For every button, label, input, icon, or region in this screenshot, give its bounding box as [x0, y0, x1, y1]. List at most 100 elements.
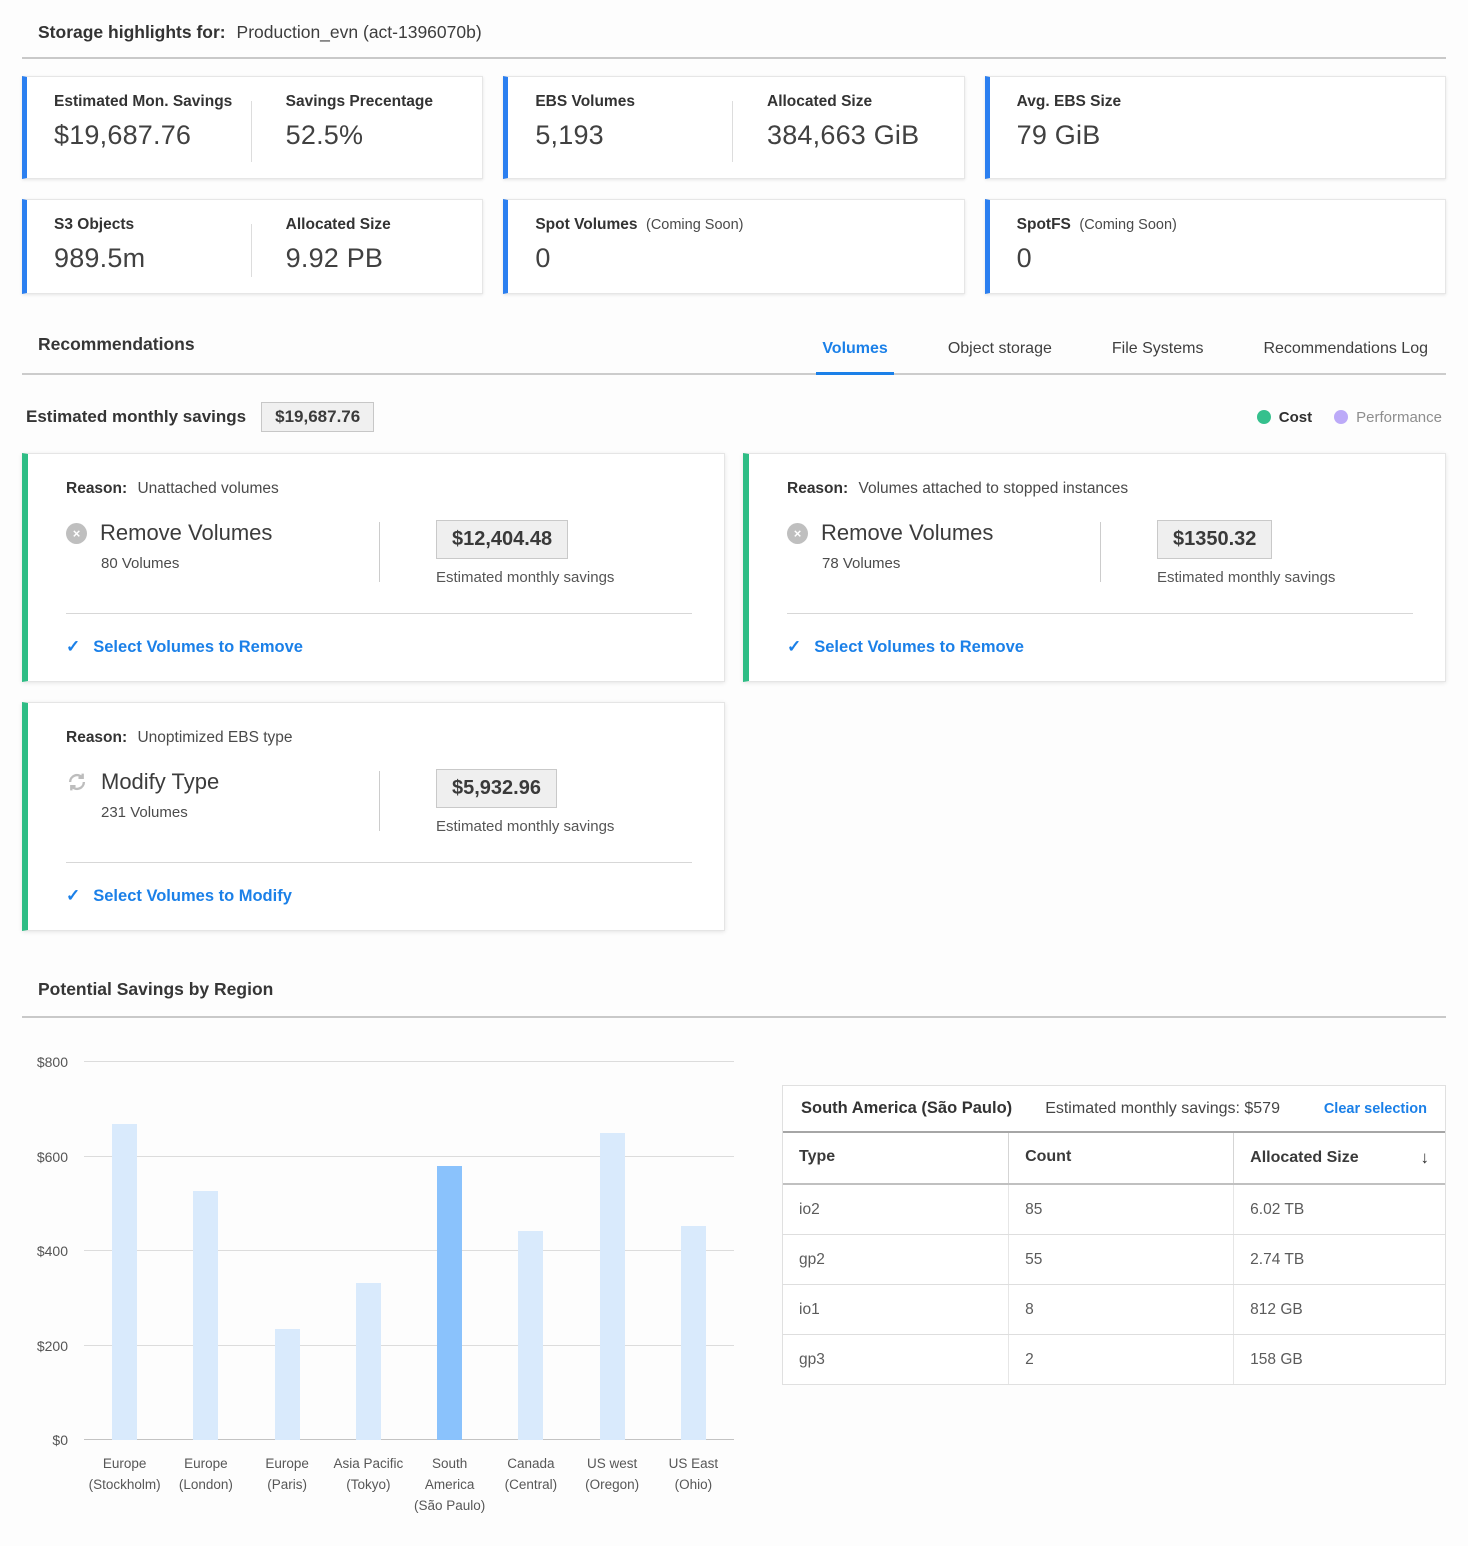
stat-ebs-volumes: EBS Volumes 5,193 — [508, 93, 732, 164]
x-axis-category-label: Asia Pacific (Tokyo) — [333, 1456, 404, 1492]
column-header-type[interactable]: Type — [799, 1148, 836, 1165]
stat-estimated-mon-savings: Estimated Mon. Savings $19,687.76 — [27, 93, 251, 164]
chart-bar[interactable] — [437, 1166, 463, 1440]
stat-value: 52.5% — [285, 120, 364, 150]
table-cell: 85 — [1008, 1185, 1233, 1234]
savings-caption: Estimated monthly savings — [436, 569, 615, 586]
column-header-allocated-size[interactable]: Allocated Size ↓ — [1233, 1133, 1445, 1183]
reason-label: Reason: — [787, 480, 849, 497]
action-title: Remove Volumes — [821, 520, 994, 545]
region-detail-table: South America (São Paulo) Estimated mont… — [782, 1085, 1446, 1385]
recommendations-header: Recommendations Volumes Object storage F… — [22, 334, 1446, 375]
table-cell: 158 GB — [1233, 1335, 1445, 1384]
clear-selection-link[interactable]: Clear selection — [1323, 1100, 1427, 1117]
chart-bar-slot — [490, 1062, 571, 1440]
y-axis-tick-label: $0 — [52, 1432, 68, 1448]
vertical-divider — [379, 522, 380, 582]
legend-item-cost: Cost — [1256, 408, 1313, 426]
column-header-count[interactable]: Count — [1008, 1133, 1233, 1183]
stat-coming-soon: (Coming Soon) — [1079, 217, 1177, 233]
horizontal-divider — [787, 613, 1413, 614]
chart-y-axis: $0 $200 $400 $600 $800 — [22, 1054, 84, 1448]
page-title-value: Production_evn (act-1396070b) — [236, 22, 482, 42]
stat-label: Allocated Size — [767, 93, 873, 110]
stat-label: Avg. EBS Size — [1016, 93, 1122, 110]
stat-card-ebs: EBS Volumes 5,193 Allocated Size 384,663… — [503, 76, 965, 179]
x-axis-category-label: Europe (Stockholm) — [88, 1456, 161, 1492]
stats-row-1: Estimated Mon. Savings $19,687.76 Saving… — [22, 76, 1446, 179]
select-volumes-to-modify-link[interactable]: ✓ Select Volumes to Modify — [66, 886, 692, 906]
sort-descending-icon[interactable]: ↓ — [1420, 1148, 1429, 1167]
stat-label: S3 Objects — [54, 216, 135, 233]
stat-avg-ebs-size: Avg. EBS Size 79 GiB — [990, 93, 1445, 164]
x-axis-category-label: US west (Oregon) — [585, 1456, 640, 1492]
cost-dot-icon — [1256, 410, 1271, 424]
chart-bar-slot — [653, 1062, 734, 1440]
tab-recommendations-log[interactable]: Recommendations Log — [1263, 340, 1428, 357]
table-cell: 2.74 TB — [1233, 1235, 1445, 1284]
column-header-label: Allocated Size — [1250, 1149, 1359, 1166]
savings-amount-badge: $12,404.48 — [436, 520, 569, 559]
table-row: gp3 2 158 GB — [783, 1335, 1445, 1384]
reason-label: Reason: — [66, 480, 128, 497]
volume-count: 80 Volumes — [101, 555, 180, 572]
table-cell: 8 — [1008, 1285, 1233, 1334]
chart-bar[interactable] — [355, 1282, 381, 1440]
stat-spot-volumes: Spot Volumes (Coming Soon) 0 — [508, 216, 963, 279]
chart-bar-slot — [84, 1062, 165, 1440]
table-row: io2 85 6.02 TB — [783, 1185, 1445, 1235]
chart-bar[interactable] — [274, 1329, 300, 1440]
chart-bar[interactable] — [599, 1132, 625, 1440]
chart-bar[interactable] — [680, 1226, 706, 1440]
chart-bar[interactable] — [112, 1124, 138, 1440]
tab-volumes[interactable]: Volumes — [816, 340, 894, 375]
reason-line: Reason: Unattached volumes — [66, 480, 692, 498]
y-axis-tick-label: $200 — [36, 1337, 68, 1354]
select-volumes-to-remove-link[interactable]: ✓ Select Volumes to Remove — [66, 637, 692, 657]
chart-bars — [84, 1062, 734, 1440]
volume-count: 231 Volumes — [101, 804, 188, 821]
stat-label: Estimated Mon. Savings — [54, 93, 233, 110]
stat-ebs-allocated-size: Allocated Size 384,663 GiB — [732, 93, 964, 164]
chart-bar-slot — [247, 1062, 328, 1440]
x-axis-category-label: South America (São Paulo) — [413, 1456, 486, 1513]
reason-text: Volumes attached to stopped instances — [858, 480, 1129, 497]
reason-text: Unoptimized EBS type — [137, 729, 293, 746]
check-icon: ✓ — [787, 637, 802, 656]
y-axis-tick-label: $800 — [36, 1054, 68, 1070]
rec-card-stopped-instances: Reason: Volumes attached to stopped inst… — [743, 453, 1446, 682]
chart-bar-slot — [328, 1062, 409, 1440]
stat-label: EBS Volumes — [535, 93, 635, 110]
table-row: gp2 55 2.74 TB — [783, 1235, 1445, 1285]
stat-label: Allocated Size — [285, 216, 391, 233]
chart-bar[interactable] — [193, 1191, 219, 1440]
performance-dot-icon — [1334, 410, 1349, 424]
volume-count: 78 Volumes — [822, 555, 901, 572]
stat-card-s3: S3 Objects 989.5m Allocated Size 9.92 PB — [22, 199, 484, 294]
table-cell: io2 — [799, 1200, 820, 1218]
stat-label: SpotFS — [1016, 216, 1071, 233]
table-cell: io1 — [799, 1300, 820, 1318]
stat-value: 989.5m — [54, 243, 146, 273]
select-volumes-to-remove-link[interactable]: ✓ Select Volumes to Remove — [787, 637, 1413, 657]
tab-object-storage[interactable]: Object storage — [947, 340, 1052, 357]
action-title: Remove Volumes — [100, 520, 273, 545]
reason-label: Reason: — [66, 729, 128, 746]
check-icon: ✓ — [66, 886, 81, 905]
legend-cost-label: Cost — [1278, 408, 1313, 426]
tab-file-systems[interactable]: File Systems — [1111, 340, 1204, 357]
monthly-savings-row: Estimated monthly savings $19,687.76 Cos… — [22, 402, 1446, 432]
rec-card-unoptimized-ebs-type: Reason: Unoptimized EBS type — [22, 702, 725, 931]
reason-line: Reason: Unoptimized EBS type — [66, 729, 692, 747]
chart-bar-slot — [409, 1062, 490, 1440]
stat-s3-objects: S3 Objects 989.5m — [27, 216, 251, 279]
savings-amount-badge: $1350.32 — [1157, 520, 1273, 559]
stat-value: 0 — [535, 243, 551, 273]
reason-text: Unattached volumes — [137, 480, 279, 497]
legend-performance-label: Performance — [1356, 408, 1442, 426]
stat-card-avg-ebs: Avg. EBS Size 79 GiB — [984, 76, 1446, 179]
stat-value: $19,687.76 — [54, 120, 192, 150]
region-section-title: Potential Savings by Region — [38, 979, 274, 999]
chart-bar[interactable] — [518, 1230, 544, 1440]
